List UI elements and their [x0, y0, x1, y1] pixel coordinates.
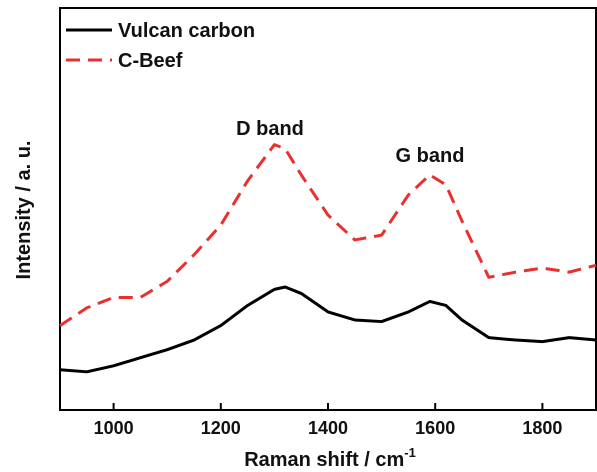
- x-tick-label: 1200: [201, 418, 241, 438]
- x-axis-label: Raman shift / cm-1: [244, 445, 416, 471]
- data-line: [59, 143, 597, 327]
- y-axis-label: Intensity / a. u.: [13, 141, 35, 280]
- x-tick-label: 1800: [522, 418, 562, 438]
- legend-label: C-Beef: [118, 50, 183, 72]
- x-tick-label: 1000: [94, 418, 134, 438]
- x-axis-label-text: Raman shift / cm: [244, 449, 404, 471]
- annotation: D band: [236, 118, 304, 140]
- legend-label: Vulcan carbon: [118, 20, 255, 42]
- x-tick-label: 1400: [308, 418, 348, 438]
- annotation: G band: [396, 145, 465, 167]
- x-axis-label-superscript: -1: [404, 445, 416, 460]
- x-tick-label: 1600: [415, 418, 455, 438]
- data-line: [59, 285, 597, 374]
